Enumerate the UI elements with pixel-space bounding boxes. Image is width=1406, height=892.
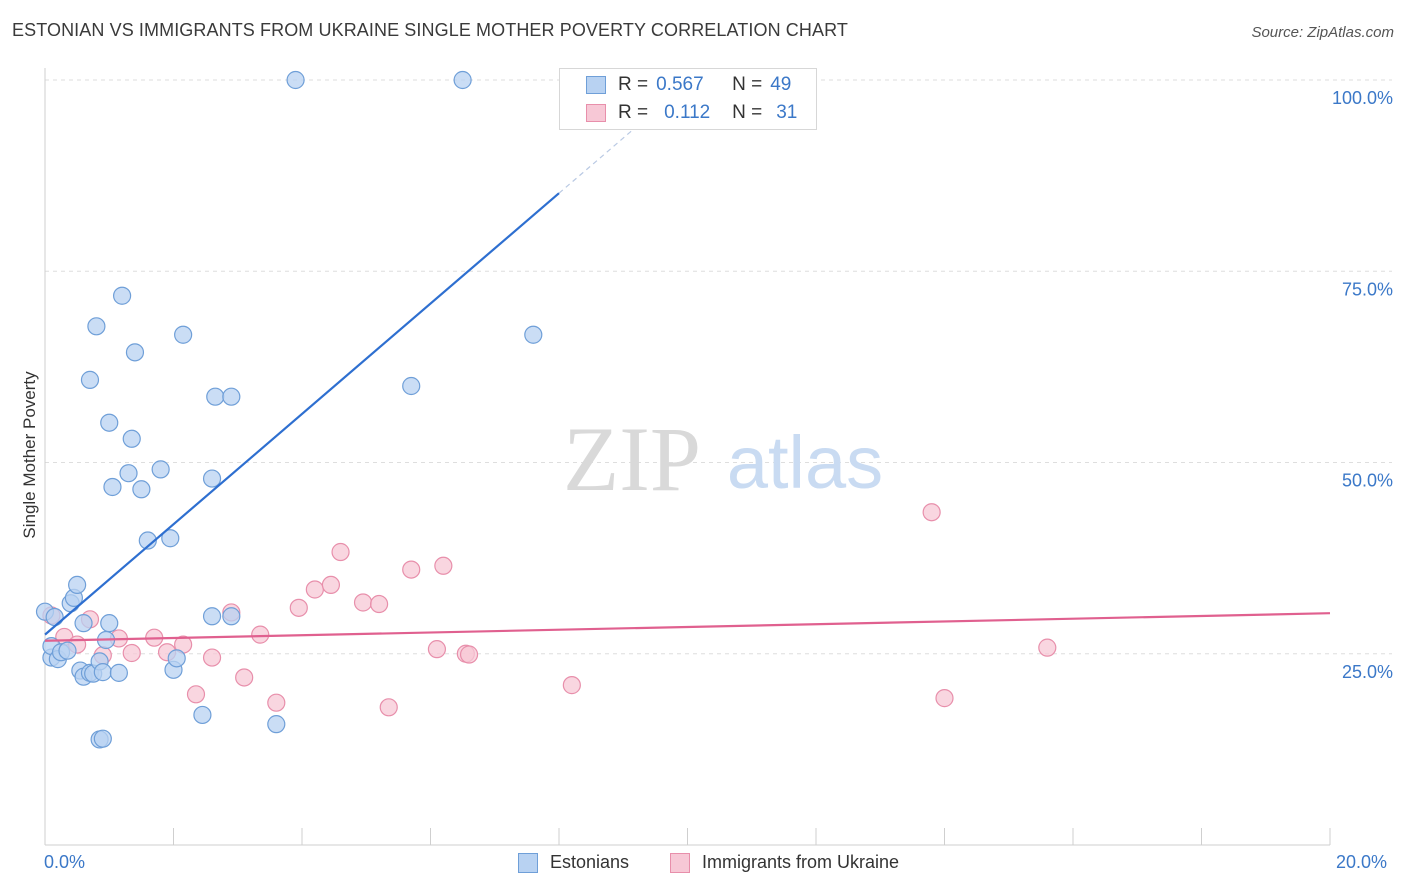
ukraine-point: [562, 676, 581, 695]
estonian-point: [109, 663, 128, 682]
estonian-point: [202, 469, 222, 488]
y-tick-labels: 25.0% 50.0% 75.0% 100.0%: [1332, 88, 1393, 682]
ukraine-point: [427, 640, 447, 659]
estonian-point: [174, 325, 193, 344]
legend-n-value: 49: [770, 74, 792, 95]
ukraine-point: [370, 594, 389, 614]
estonian-point: [112, 286, 132, 305]
ukraine-point: [186, 685, 206, 704]
legend-n-label: N =: [732, 74, 763, 95]
legend-label-estonians: Estonians: [550, 852, 630, 872]
ukraine-point: [267, 693, 286, 712]
estonians-trend-extension: [558, 126, 637, 194]
trend-lines: [44, 126, 1331, 642]
x-tick-max: 20.0%: [1336, 852, 1388, 872]
estonian-point: [87, 317, 106, 336]
ukraine-point: [122, 643, 141, 663]
estonian-point: [206, 387, 225, 406]
legend-swatch-pink: [586, 104, 606, 122]
series-legend: Estonians Immigrants from Ukraine: [0, 852, 1406, 878]
estonian-point: [167, 649, 186, 668]
estonian-point: [193, 705, 212, 725]
estonian-point: [222, 387, 241, 406]
estonian-point: [524, 325, 543, 344]
estonian-point: [151, 460, 170, 479]
legend-swatch-ukraine: [670, 852, 690, 873]
legend-n-label: N =: [732, 102, 763, 123]
estonian-point: [202, 607, 222, 626]
estonian-point: [100, 614, 119, 633]
estonian-point: [74, 614, 93, 633]
legend-r-label: R =: [618, 74, 649, 95]
correlation-legend: R = 0.567 N = 49 R = 0.112 N = 31: [559, 68, 817, 130]
estonian-point: [161, 529, 180, 548]
estonian-point: [93, 663, 112, 682]
ukraine-point: [305, 580, 324, 599]
ukraine-point: [922, 503, 941, 522]
estonian-point: [100, 413, 119, 432]
legend-n-value: 31: [776, 102, 798, 123]
legend-r-value: 0.112: [664, 102, 711, 123]
y-tick-label: 50.0%: [1342, 471, 1393, 491]
series-ukraine-points: [42, 503, 1057, 717]
grid-layer: [45, 79, 1392, 655]
estonian-point: [125, 343, 145, 362]
watermark-atlas: atlas: [727, 421, 883, 504]
ukraine-point: [935, 689, 954, 708]
ukraine-point: [331, 542, 350, 562]
ukraine-trend-line: [44, 612, 1331, 642]
estonian-point: [119, 464, 138, 483]
y-tick-label: 75.0%: [1342, 279, 1393, 299]
estonian-point: [103, 477, 122, 497]
estonian-point: [122, 429, 141, 448]
estonian-point: [453, 70, 472, 90]
estonians-trend-line: [44, 192, 560, 636]
ukraine-point: [353, 593, 373, 612]
estonian-point: [45, 607, 64, 627]
ukraine-point: [235, 668, 254, 687]
y-tick-label: 100.0%: [1332, 88, 1393, 108]
legend-row-estonians: R = 0.567 N = 49: [586, 73, 791, 97]
watermark-zip: ZIP: [563, 408, 701, 510]
estonian-point: [267, 715, 286, 734]
legend-item-estonians: Estonians: [518, 852, 629, 873]
ukraine-point: [459, 645, 479, 664]
estonian-point: [132, 480, 151, 499]
y-axis-label: Single Mother Poverty: [20, 371, 39, 539]
x-tick-min: 0.0%: [44, 852, 86, 872]
chart-title: ESTONIAN VS IMMIGRANTS FROM UKRAINE SING…: [12, 20, 848, 40]
estonian-point: [138, 531, 157, 550]
ukraine-point: [289, 598, 308, 617]
legend-swatch-blue: [586, 76, 606, 94]
estonian-point: [222, 607, 241, 626]
ukraine-point: [321, 575, 341, 595]
estonian-point: [93, 729, 112, 748]
ukraine-point: [402, 560, 421, 579]
ukraine-point: [434, 556, 453, 575]
legend-r-value: 0.567: [656, 74, 704, 95]
watermark: ZIP atlas: [563, 408, 883, 510]
ukraine-point: [379, 698, 398, 717]
estonian-point: [58, 641, 77, 660]
y-tick-label: 25.0%: [1342, 662, 1393, 682]
estonian-point: [80, 370, 100, 389]
legend-item-ukraine: Immigrants from Ukraine: [670, 852, 899, 873]
axes-layer: [44, 68, 1331, 846]
estonian-point: [68, 575, 87, 595]
estonian-point: [286, 70, 305, 90]
legend-swatch-estonians: [518, 852, 538, 873]
ukraine-point: [202, 648, 222, 667]
legend-label-ukraine: Immigrants from Ukraine: [702, 852, 900, 872]
ukraine-point: [1038, 638, 1057, 657]
series-estonians-points: [35, 70, 543, 749]
source-label: Source: ZipAtlas.com: [1251, 24, 1394, 41]
ukraine-point: [251, 625, 270, 644]
legend-row-ukraine: R = 0.112 N = 31: [586, 101, 797, 125]
legend-r-label: R =: [618, 102, 649, 123]
estonian-point: [402, 376, 421, 396]
